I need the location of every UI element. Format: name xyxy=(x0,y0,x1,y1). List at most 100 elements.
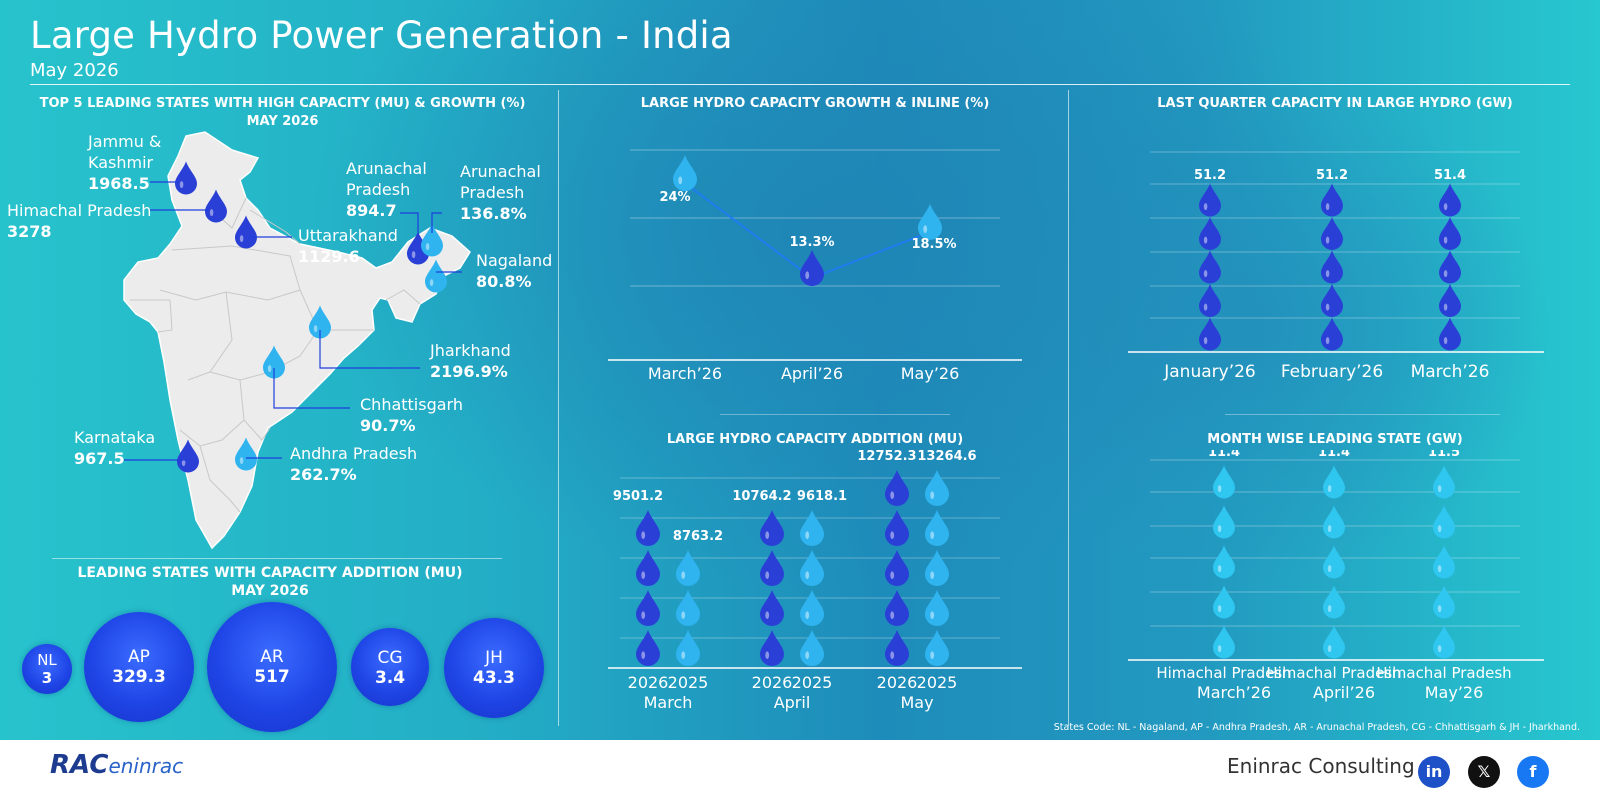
state-value: 262.7% xyxy=(290,465,357,484)
bubble-value: 43.3 xyxy=(473,668,515,688)
leading-drop xyxy=(1433,505,1455,539)
bar-drop-2025 xyxy=(800,630,824,666)
bubble-code: AR xyxy=(260,647,284,667)
leading-data-label: 11.4 xyxy=(1318,450,1350,460)
bar-drop-2026 xyxy=(885,510,909,546)
state-value: 2196.9% xyxy=(430,362,508,381)
bar-drop-2025 xyxy=(925,510,949,546)
label-uttarakhand: Uttarakhand 1129.6 xyxy=(298,225,398,267)
state-value: 90.7% xyxy=(360,416,416,435)
company-name: Eninrac Consulting xyxy=(1227,754,1415,778)
leading-x-tick: April’26 xyxy=(1313,683,1375,702)
series-year-label: 2025 xyxy=(792,673,833,692)
bar-data-label: 9501.2 xyxy=(613,489,663,504)
series-year-label: 2025 xyxy=(668,673,709,692)
bar-data-label: 10764.2 xyxy=(732,489,791,504)
leading-drop xyxy=(1323,545,1345,579)
india-map xyxy=(123,131,471,550)
bar-data-label: 9618.1 xyxy=(797,489,847,504)
state-value: 136.8% xyxy=(460,204,527,223)
bar-drop-2025 xyxy=(925,550,949,586)
capacity-addition-chart: 9501.220268763.22025March10764.220269618… xyxy=(608,450,1022,712)
page-subtitle: May 2026 xyxy=(30,60,119,81)
states-code-note: States Code: NL - Nagaland, AP - Andhra … xyxy=(1053,722,1580,733)
bar-drop-2025 xyxy=(800,510,824,546)
quarter-drop xyxy=(1321,317,1343,351)
state-name: Karnataka xyxy=(74,428,156,447)
bar-drop-2025 xyxy=(676,630,700,666)
bar-drop-2026 xyxy=(760,590,784,626)
leading-drop xyxy=(1213,545,1235,579)
map-panel-title-line1: TOP 5 LEADING STATES WITH HIGH CAPACITY … xyxy=(39,96,526,111)
growth-point-drop xyxy=(800,250,824,287)
state-name: Chhattisgarh xyxy=(360,395,463,414)
quarter-drop xyxy=(1439,217,1461,250)
bar-data-label: 8763.2 xyxy=(673,529,723,544)
state-name: Nagaland xyxy=(476,251,553,270)
quarter-x-tick: February’26 xyxy=(1281,362,1383,382)
state-name-2: Pradesh xyxy=(346,180,411,199)
map-panel-title: TOP 5 LEADING STATES WITH HIGH CAPACITY … xyxy=(30,95,535,131)
quarter-drop xyxy=(1199,183,1221,217)
bar-drop-2026 xyxy=(636,590,660,626)
series-year-label: 2026 xyxy=(877,673,918,692)
quarter-drop xyxy=(1199,284,1221,317)
state-name-2: Kashmir xyxy=(88,153,154,172)
label-jammu-kashmir: Jammu & Kashmir 1968.5 xyxy=(88,131,161,194)
linkedin-icon[interactable]: in xyxy=(1418,756,1450,788)
leading-drop xyxy=(1323,585,1345,619)
series-year-label: 2025 xyxy=(917,673,958,692)
leading-drop xyxy=(1213,505,1235,539)
bubbles-panel-title: LEADING STATES WITH CAPACITY ADDITION (M… xyxy=(30,564,510,600)
series-year-label: 2026 xyxy=(752,673,793,692)
header-divider xyxy=(30,84,1570,85)
bubble-code: AP xyxy=(128,647,150,667)
quarter-x-tick: March’26 xyxy=(1411,362,1490,382)
leading-drop xyxy=(1433,465,1455,499)
logo: RACeninrac xyxy=(50,750,183,780)
leading-drop xyxy=(1323,465,1345,499)
bubble-nl: NL 3 xyxy=(22,644,72,694)
bar-drop-2026 xyxy=(760,550,784,586)
map-connectors xyxy=(124,181,462,461)
infographic-canvas: Large Hydro Power Generation - India May… xyxy=(0,0,1600,740)
quarter-drop xyxy=(1321,217,1343,250)
bar-drop-2025 xyxy=(676,550,700,586)
leading-drop xyxy=(1213,585,1235,619)
label-arunachal-capacity: Arunachal Pradesh 894.7 xyxy=(346,158,427,221)
quarter-drop xyxy=(1321,183,1343,217)
bar-drop-2026 xyxy=(885,630,909,666)
quarter-drop xyxy=(1439,284,1461,317)
growth-data-label: 18.5% xyxy=(911,237,956,252)
quarter-x-tick: January’26 xyxy=(1163,362,1255,382)
bubble-code: NL xyxy=(37,651,57,669)
quarter-chart-title: LAST QUARTER CAPACITY IN LARGE HYDRO (GW… xyxy=(1157,96,1513,111)
state-value: 80.8% xyxy=(476,272,532,291)
bar-drop-2026 xyxy=(760,630,784,666)
bar-drop-2026 xyxy=(885,590,909,626)
bar-drop-2026 xyxy=(885,550,909,586)
bubble-value: 329.3 xyxy=(112,667,166,687)
state-value: 1968.5 xyxy=(88,174,150,193)
bar-drop-2025 xyxy=(800,590,824,626)
label-nagaland: Nagaland 80.8% xyxy=(476,250,552,292)
right-divider xyxy=(1225,414,1500,415)
x-icon[interactable]: 𝕏 xyxy=(1468,756,1500,788)
growth-data-label: 13.3% xyxy=(789,235,834,250)
bubble-code: CG xyxy=(377,648,403,668)
bar-drop-2025 xyxy=(800,550,824,586)
last-quarter-chart: 51.2 January’26 51.2 February’26 51.4 March’2… xyxy=(1128,151,1544,382)
quarter-drop xyxy=(1321,250,1343,284)
leading-data-label: 11.4 xyxy=(1208,450,1240,460)
label-karnataka: Karnataka 967.5 xyxy=(74,427,155,469)
facebook-icon[interactable]: f xyxy=(1517,756,1549,788)
leading-drop xyxy=(1323,625,1345,659)
quarter-drop xyxy=(1439,317,1461,351)
leading-drop xyxy=(1213,465,1235,499)
quarter-drop xyxy=(1199,250,1221,284)
leading-state-label: Himachal Pradesh xyxy=(1266,664,1401,682)
bar-drop-2026 xyxy=(636,510,660,546)
state-name: Jammu & xyxy=(88,132,162,151)
leading-drop xyxy=(1213,625,1235,659)
state-value: 3278 xyxy=(7,222,52,241)
